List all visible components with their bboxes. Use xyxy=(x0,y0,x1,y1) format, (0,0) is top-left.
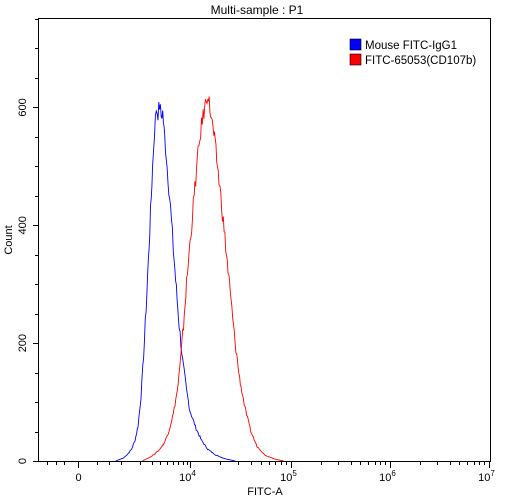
legend-label-2: FITC-65053(CD107b) xyxy=(365,55,476,67)
y-axis-label: Count xyxy=(3,225,15,254)
legend-swatch-1 xyxy=(349,38,362,51)
y-tick-label: 0 xyxy=(17,458,29,464)
y-tick-label: 400 xyxy=(17,216,29,234)
chart-title: Multi-sample : P1 xyxy=(211,3,304,17)
y-tick-label: 200 xyxy=(17,334,29,352)
x-axis-label: FITC-A xyxy=(247,486,283,498)
y-axis: 0 200 400 600 xyxy=(17,19,39,464)
legend-label-1: Mouse FITC-IgG1 xyxy=(365,40,457,52)
series-group xyxy=(115,96,285,462)
series-line-1 xyxy=(115,102,236,462)
legend-swatch-2 xyxy=(349,53,362,66)
series-line-2 xyxy=(142,96,285,462)
x-tick-label: 0 xyxy=(75,472,81,484)
y-tick-label: 600 xyxy=(17,98,29,116)
legend: Mouse FITC-IgG1 FITC-65053(CD107b) xyxy=(349,38,476,67)
